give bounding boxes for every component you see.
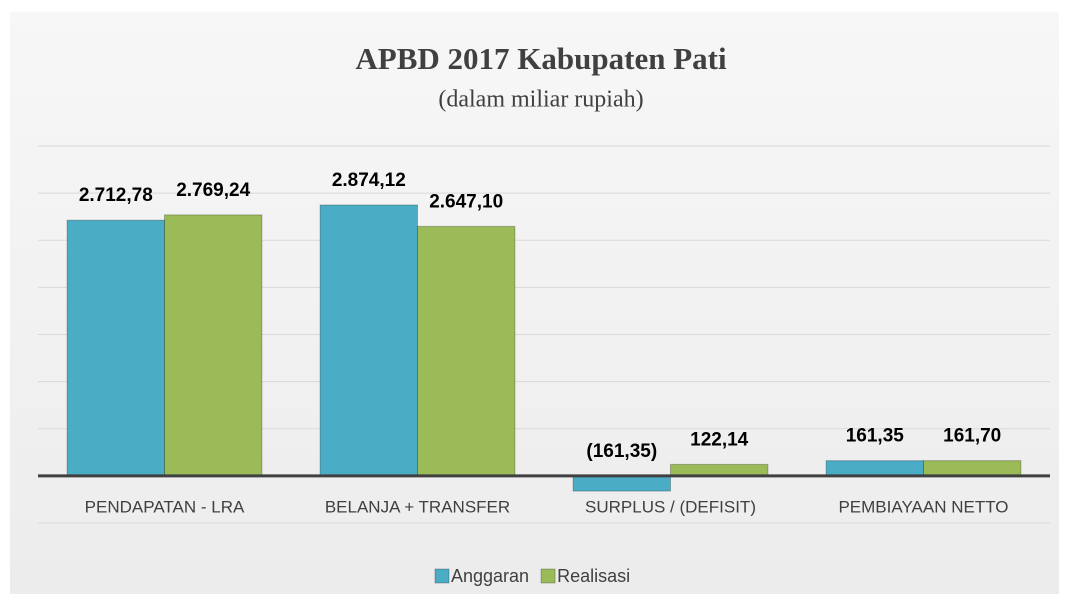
value-label: 2.769,24 xyxy=(176,180,250,201)
value-label: 2.712,78 xyxy=(79,185,153,206)
value-label: 161,35 xyxy=(846,426,905,447)
x-tick-label: BELANJA + TRANSFER xyxy=(325,497,510,516)
legend-label: Anggaran xyxy=(451,566,529,586)
legend-swatch xyxy=(434,568,450,584)
value-label: 2.874,12 xyxy=(332,170,406,191)
bar xyxy=(417,225,516,477)
bar xyxy=(319,204,418,477)
bar xyxy=(825,460,924,477)
value-label: (161,35) xyxy=(586,441,657,462)
x-tick-label: PENDAPATAN - LRA xyxy=(85,497,245,516)
chart-subtitle: (dalam miliar rupiah) xyxy=(438,87,643,113)
x-tick-label: PEMBIAYAAN NETTO xyxy=(838,497,1008,516)
bar xyxy=(164,214,263,477)
value-label: 122,14 xyxy=(690,429,749,450)
value-label: 2.647,10 xyxy=(429,191,503,212)
bar xyxy=(572,475,671,492)
bar xyxy=(66,219,165,477)
legend-label: Realisasi xyxy=(557,566,630,586)
bar xyxy=(923,460,1022,477)
x-tick-label: SURPLUS / (DEFISIT) xyxy=(585,497,756,516)
value-label: 161,70 xyxy=(943,426,1001,447)
bar xyxy=(670,463,769,477)
chart-title: APBD 2017 Kabupaten Pati xyxy=(355,41,727,76)
legend-swatch xyxy=(540,568,556,584)
